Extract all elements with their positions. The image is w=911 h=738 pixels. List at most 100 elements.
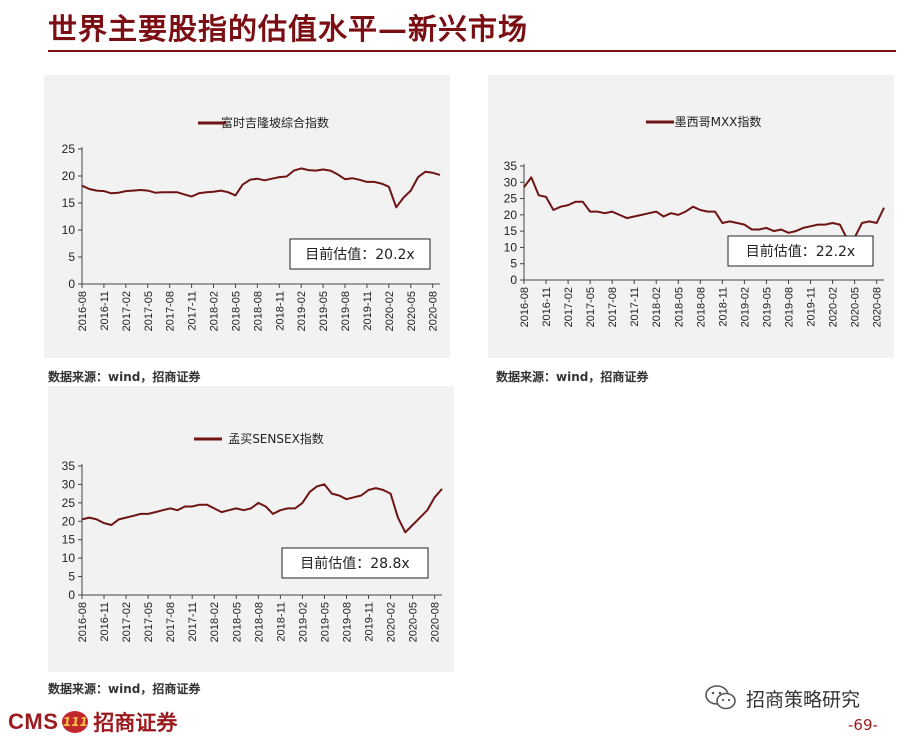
x-tick-label: 2020-08 bbox=[430, 602, 442, 642]
chart-panel-klci: 富时吉隆坡综合指数 0 5 10 15 20 25 2016-08 2016-11 2017-02… bbox=[44, 75, 450, 358]
y-tick-label: 35 bbox=[62, 459, 76, 473]
y-tick-label: 25 bbox=[504, 192, 518, 206]
x-tick-label: 2020-05 bbox=[408, 602, 420, 642]
chart-klci: 富时吉隆坡综合指数 0 5 10 15 20 25 2016-08 2016-11 2017-02… bbox=[62, 115, 441, 331]
logo-badge: 111 bbox=[62, 711, 89, 733]
page-title: 世界主要股指的估值水平—新兴市场 bbox=[48, 12, 529, 46]
annotation-box bbox=[727, 235, 874, 267]
x-tick-label: 2020-02 bbox=[386, 602, 398, 642]
legend: 富时吉隆坡综合指数 bbox=[198, 115, 329, 130]
x-tick-label: 2016-11 bbox=[99, 291, 111, 331]
x-tick-label: 2016-11 bbox=[541, 287, 553, 327]
x-tick-label: 2017-02 bbox=[121, 602, 133, 642]
x-tick-label: 2018-08 bbox=[695, 287, 707, 327]
x-tick-label: 2019-02 bbox=[296, 291, 308, 331]
x-tick-label: 2019-11 bbox=[806, 287, 818, 327]
x-tick-label: 2018-05 bbox=[231, 602, 243, 642]
y-tick-label: 10 bbox=[62, 551, 76, 565]
x-tick-label: 2016-11 bbox=[99, 602, 111, 642]
x-tick-label: 2017-05 bbox=[143, 291, 155, 331]
y-tick-label: 10 bbox=[62, 223, 76, 237]
y-tick-label: 15 bbox=[62, 196, 76, 210]
y-tick-label: 20 bbox=[62, 169, 76, 183]
logo-chinese: 招商证券 bbox=[93, 710, 178, 735]
title-divider bbox=[48, 50, 896, 52]
x-tick-label: 2018-02 bbox=[651, 287, 663, 327]
y-tick-label: 15 bbox=[504, 224, 518, 238]
x-tick-label: 2017-05 bbox=[143, 602, 155, 642]
x-tick-label: 2019-02 bbox=[297, 602, 309, 642]
chart-mxx: 墨西哥MXX指数 0 5 10 15 20 25 30 35 2016-08 2016-11 2017… bbox=[504, 114, 885, 327]
x-tick-label: 2016-08 bbox=[519, 287, 531, 327]
annotation-text: 目前估值：28.8x bbox=[300, 555, 409, 572]
x-tick-label: 2019-05 bbox=[319, 602, 331, 642]
wechat-label: 招商策略研究 bbox=[746, 688, 861, 711]
series-line bbox=[81, 167, 441, 209]
x-tick-label: 2017-08 bbox=[607, 287, 619, 327]
chart-sensex: 孟买SENSEX指数 0 5 10 15 20 25 30 35 2016-08 2016-11 20… bbox=[62, 431, 443, 642]
page-number: -69- bbox=[848, 716, 878, 734]
x-tick-label: 2018-08 bbox=[253, 602, 265, 642]
y-tick-label: 35 bbox=[504, 159, 518, 173]
x-tick-label: 2018-11 bbox=[275, 602, 287, 642]
y-tick-label: 20 bbox=[62, 514, 76, 528]
x-tick-label: 2018-02 bbox=[209, 291, 221, 331]
cms-logo: CMS 111 招商证券 bbox=[8, 708, 177, 736]
y-tick-label: 30 bbox=[62, 477, 76, 491]
x-tick-label: 2017-02 bbox=[121, 291, 133, 331]
y-tick-label: 5 bbox=[510, 257, 517, 271]
y-tick-label: 0 bbox=[68, 588, 75, 602]
x-tick-label: 2017-11 bbox=[629, 287, 641, 327]
series-line bbox=[81, 483, 443, 534]
x-tick-label: 2017-02 bbox=[563, 287, 575, 327]
x-tick-label: 2017-05 bbox=[585, 287, 597, 327]
y-tick-label: 25 bbox=[62, 142, 76, 156]
x-tick-label: 2016-08 bbox=[77, 291, 89, 331]
x-tick-label: 2019-02 bbox=[739, 287, 751, 327]
wechat-account: 招商策略研究 bbox=[704, 684, 860, 712]
annotation-text: 目前估值：20.2x bbox=[305, 246, 414, 263]
x-tick-label: 2019-08 bbox=[341, 602, 353, 642]
x-tick-label: 2019-05 bbox=[318, 291, 330, 331]
x-tick-label: 2018-02 bbox=[209, 602, 221, 642]
annotation-box bbox=[289, 238, 431, 270]
series-line bbox=[523, 176, 885, 241]
x-tick-label: 2019-05 bbox=[761, 287, 773, 327]
source-note-2: 数据来源：wind，招商证券 bbox=[496, 370, 649, 384]
source-note-1: 数据来源：wind，招商证券 bbox=[48, 370, 201, 384]
chart-panel-sensex: 孟买SENSEX指数 0 5 10 15 20 25 30 35 2016-08 2016-11 20… bbox=[48, 386, 454, 672]
legend-label: 富时吉隆坡综合指数 bbox=[221, 115, 329, 130]
x-tick-label: 2020-08 bbox=[428, 291, 440, 331]
legend-label: 孟买SENSEX指数 bbox=[228, 431, 324, 446]
legend: 墨西哥MXX指数 bbox=[646, 114, 761, 129]
x-tick-label: 2019-08 bbox=[783, 287, 795, 327]
x-tick-label: 2017-11 bbox=[187, 291, 199, 331]
y-tick-label: 20 bbox=[504, 208, 518, 222]
x-tick-label: 2018-11 bbox=[274, 291, 286, 331]
y-tick-label: 0 bbox=[510, 273, 517, 287]
y-tick-label: 30 bbox=[504, 175, 518, 189]
x-tick-label: 2018-05 bbox=[230, 291, 242, 331]
x-tick-label: 2017-08 bbox=[165, 291, 177, 331]
x-tick-label: 2019-11 bbox=[362, 291, 374, 331]
x-tick-label: 2018-11 bbox=[717, 287, 729, 327]
wechat-icon bbox=[705, 685, 736, 710]
y-tick-label: 5 bbox=[68, 250, 75, 264]
legend-label: 墨西哥MXX指数 bbox=[675, 114, 762, 129]
x-tick-label: 2020-08 bbox=[872, 287, 884, 327]
x-tick-label: 2020-02 bbox=[828, 287, 840, 327]
x-tick-label: 2016-08 bbox=[77, 602, 89, 642]
annotation-text: 目前估值：22.2x bbox=[746, 243, 855, 260]
x-tick-label: 2017-08 bbox=[165, 602, 177, 642]
annotation-box bbox=[281, 547, 429, 579]
x-tick-label: 2017-11 bbox=[187, 602, 199, 642]
x-tick-label: 2020-05 bbox=[406, 291, 418, 331]
x-tick-label: 2020-05 bbox=[850, 287, 862, 327]
y-tick-label: 0 bbox=[68, 277, 75, 291]
x-tick-label: 2019-08 bbox=[340, 291, 352, 331]
y-tick-label: 15 bbox=[62, 533, 76, 547]
x-tick-label: 2020-02 bbox=[384, 291, 396, 331]
y-tick-label: 5 bbox=[68, 570, 75, 584]
legend: 孟买SENSEX指数 bbox=[194, 431, 324, 446]
x-tick-label: 2018-08 bbox=[252, 291, 264, 331]
